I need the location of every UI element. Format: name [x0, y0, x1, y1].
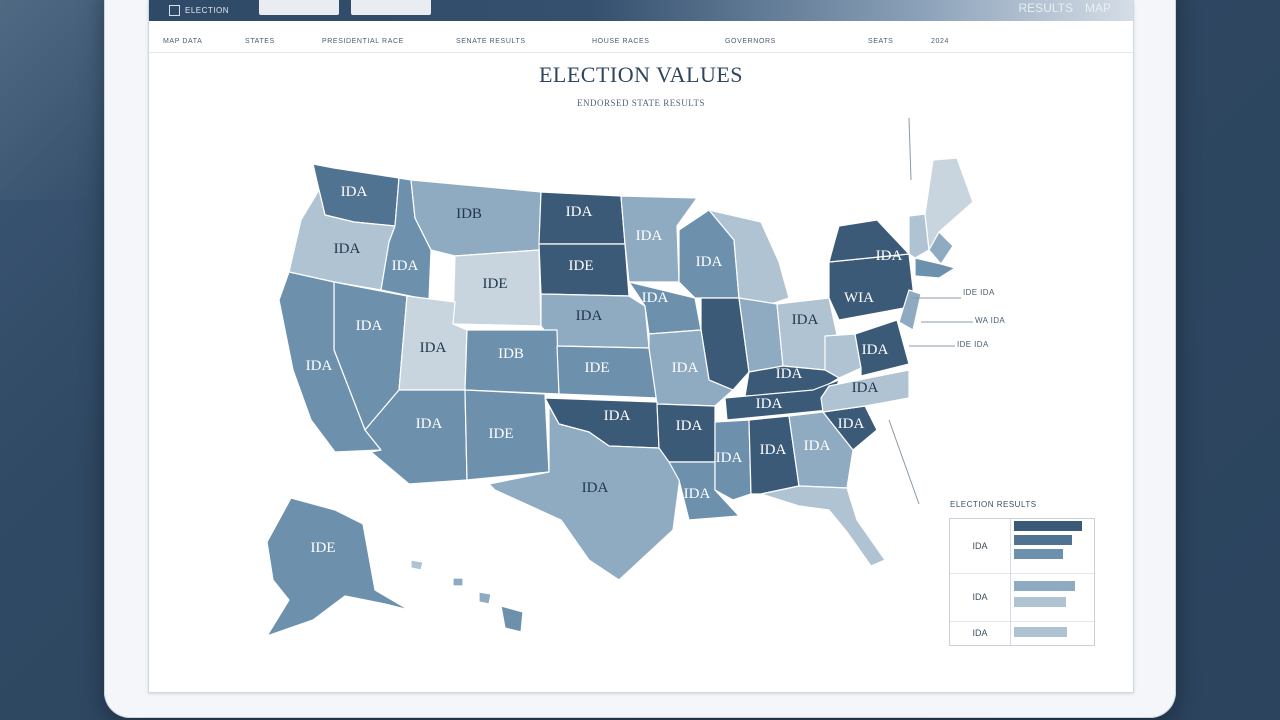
state-label-ne: IDA: [576, 308, 603, 324]
nav-bar: MAP DATA STATES PRESIDENTIAL RACE SENATE…: [149, 34, 1133, 53]
callout-line-5: [908, 117, 912, 181]
app-screen: ELECTION RESULTS MAP MAP DATA STATES PRE…: [148, 0, 1134, 693]
top-tab-one[interactable]: [259, 0, 339, 15]
state-label-ky: IDA: [776, 366, 803, 382]
legend-bar: [1014, 597, 1066, 607]
top-link-map[interactable]: MAP: [1084, 1, 1111, 15]
state-wv[interactable]: [824, 333, 862, 379]
top-link-results[interactable]: RESULTS: [1018, 1, 1073, 15]
state-label-ny: IDA: [876, 248, 903, 264]
state-label-mn: IDA: [636, 228, 663, 244]
state-label-ms: IDA: [716, 450, 743, 466]
brand[interactable]: ELECTION: [169, 3, 229, 17]
state-ca[interactable]: [278, 271, 382, 453]
state-nh[interactable]: [928, 231, 954, 265]
state-fl[interactable]: [760, 485, 886, 567]
us-map: IDA IDA IDA IDB IDA IDE IDA IDE IDA IDA IDA IDA IDA I…: [266, 117, 974, 637]
state-nc[interactable]: [820, 369, 910, 413]
legend-row: IDA: [950, 519, 1094, 574]
legend-row-label: IDA: [950, 519, 1011, 573]
state-label-id: IDA: [392, 258, 419, 274]
state-label-ak: IDE: [311, 540, 336, 556]
state-mo[interactable]: [648, 329, 734, 407]
state-ma[interactable]: [914, 257, 956, 279]
state-label-ok: IDA: [604, 408, 631, 424]
nav-item-seats[interactable]: SEATS: [868, 38, 894, 45]
callout-line-4: [888, 419, 920, 505]
nav-item-states[interactable]: STATES: [245, 38, 275, 45]
state-label-sd: IDE: [569, 258, 594, 274]
state-label-nv: IDA: [356, 318, 383, 334]
nav-item-house[interactable]: HOUSE RACES: [592, 38, 650, 45]
callout-label-3: IDE IDA: [957, 340, 989, 349]
legend-row-label: IDA: [950, 573, 1011, 621]
legend-row: IDA: [950, 573, 1094, 622]
state-label-nm: IDE: [489, 426, 514, 442]
state-label-la: IDA: [684, 486, 711, 502]
legend: IDA IDA IDA: [949, 518, 1095, 646]
state-vt[interactable]: [908, 213, 930, 259]
legend-bar: [1014, 627, 1067, 637]
state-label-nd: IDA: [566, 204, 593, 220]
state-hi-4[interactable]: [410, 559, 424, 571]
nav-item-map-data[interactable]: MAP DATA: [163, 38, 203, 45]
state-label-va: IDA: [862, 342, 889, 358]
state-label-wa: IDA: [341, 184, 368, 200]
page-subtitle: ENDORSED STATE RESULTS: [577, 98, 705, 108]
callout-label-2: WA IDA: [975, 316, 1006, 325]
state-label-oh: IDA: [792, 312, 819, 328]
state-me[interactable]: [924, 157, 974, 251]
top-links: RESULTS MAP: [1019, 1, 1111, 15]
nav-item-senate[interactable]: SENATE RESULTS: [456, 38, 526, 45]
state-nj[interactable]: [898, 289, 922, 331]
state-label-ar: IDA: [676, 418, 703, 434]
state-label-tn: IDA: [756, 396, 783, 412]
state-label-mt: IDB: [456, 206, 482, 222]
legend-row-label: IDA: [950, 621, 1011, 645]
legend-bar: [1014, 521, 1082, 531]
state-label-al: IDA: [760, 442, 787, 458]
top-tab-two[interactable]: [351, 0, 431, 15]
nav-item-governors[interactable]: GOVERNORS: [725, 38, 776, 45]
state-ak[interactable]: [266, 497, 410, 637]
legend-bar: [1014, 549, 1063, 559]
state-hi-1[interactable]: [500, 605, 524, 633]
legend-title: ELECTION RESULTS: [950, 500, 1037, 509]
state-tx[interactable]: [488, 405, 682, 581]
legend-bar: [1014, 535, 1072, 545]
callout-label-1: IDE IDA: [963, 288, 995, 297]
state-co[interactable]: [464, 329, 560, 395]
page-title: ELECTION VALUES: [538, 62, 744, 87]
nav-item-year[interactable]: 2024: [931, 38, 949, 45]
state-hi-3[interactable]: [452, 577, 464, 587]
state-hi-2[interactable]: [478, 591, 492, 605]
top-bar: ELECTION RESULTS MAP: [149, 0, 1133, 21]
state-label-ks: IDE: [585, 360, 610, 376]
state-label-co: IDB: [498, 346, 524, 362]
state-label-wy: IDE: [483, 276, 508, 292]
state-label-az: IDA: [416, 416, 443, 432]
state-va[interactable]: [854, 319, 910, 377]
state-label-tx: IDA: [582, 480, 609, 496]
nav-item-presidential[interactable]: PRESIDENTIAL RACE: [322, 38, 404, 45]
state-label-ga: IDA: [804, 438, 831, 454]
state-label-sc: IDA: [838, 416, 865, 432]
state-label-nc: IDA: [852, 380, 879, 396]
state-label-ia: IDA: [642, 290, 669, 306]
state-ga[interactable]: [788, 411, 854, 489]
state-label-or: IDA: [334, 241, 361, 257]
state-label-ut: IDA: [420, 340, 447, 356]
grid-icon: [169, 4, 180, 16]
brand-name: ELECTION: [185, 5, 230, 15]
state-label-mo: IDA: [672, 360, 699, 376]
legend-row: IDA: [950, 621, 1094, 645]
legend-bar: [1014, 581, 1075, 591]
state-label-ca: IDA: [306, 358, 333, 374]
state-label-pa: WIA: [844, 290, 874, 306]
state-label-wi: IDA: [696, 254, 723, 270]
state-ny[interactable]: [828, 219, 910, 263]
